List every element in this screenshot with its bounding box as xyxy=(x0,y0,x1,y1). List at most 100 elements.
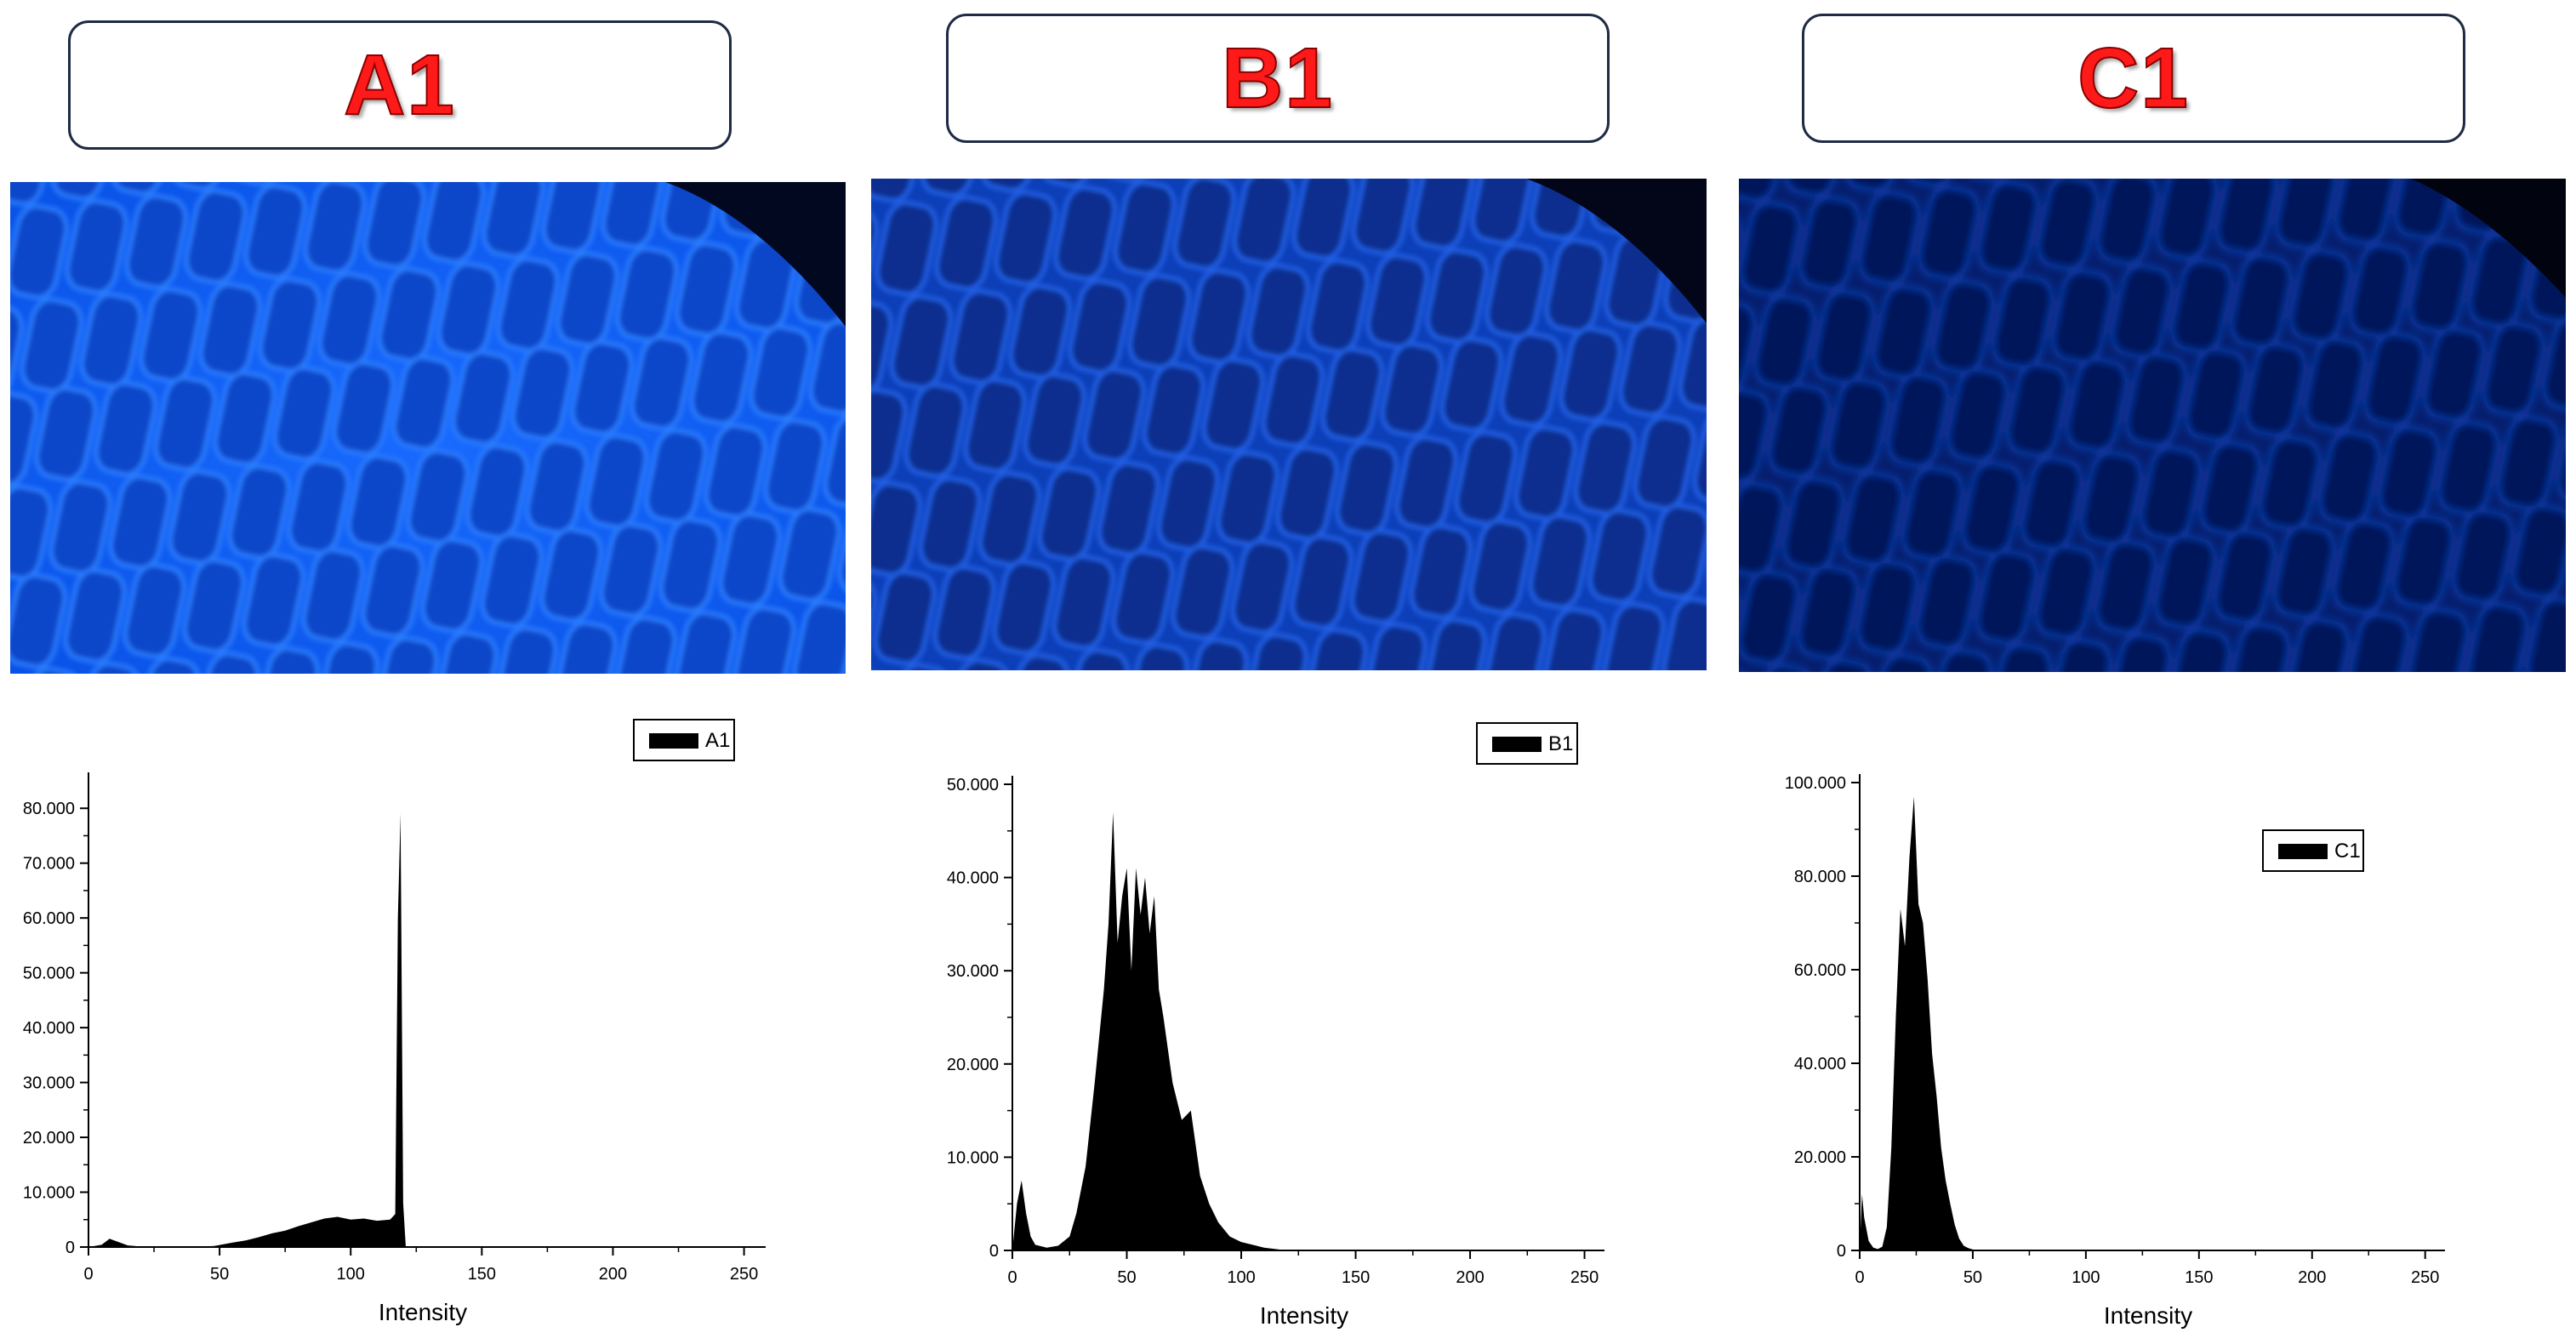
cell-shape xyxy=(123,562,186,659)
cell-shape xyxy=(48,479,112,576)
cell-shape xyxy=(889,293,953,390)
cell-shape xyxy=(1365,253,1429,350)
cell-shape xyxy=(1439,336,1503,433)
cell-shape xyxy=(494,625,558,674)
y-tick-label: 100.000 xyxy=(1785,774,1846,793)
x-tick-label: 250 xyxy=(730,1265,758,1284)
cell-shape xyxy=(2110,263,2174,360)
cell-shape xyxy=(1423,617,1487,670)
cell-shape xyxy=(1812,288,1876,385)
cell-shape xyxy=(346,453,410,550)
cell-shape xyxy=(510,345,574,441)
y-tick-label: 40.000 xyxy=(1794,1055,1846,1073)
panel-title-b1: B1 xyxy=(1221,30,1334,127)
cell-shape xyxy=(1425,248,1489,345)
cell-shape xyxy=(963,377,1027,474)
cell-shape xyxy=(1380,341,1444,438)
x-tick-label: 150 xyxy=(1342,1268,1370,1287)
cell-shape xyxy=(1870,652,1934,672)
cell-shape xyxy=(934,195,998,292)
cell-shape xyxy=(50,182,114,202)
cell-shape xyxy=(139,287,202,384)
cell-shape xyxy=(1528,513,1592,610)
cell-shape xyxy=(10,182,54,207)
cell-shape xyxy=(1230,538,1294,635)
cell-shape xyxy=(1291,179,1355,261)
cell-shape xyxy=(391,355,455,452)
cell-shape xyxy=(2451,508,2515,605)
cell-shape xyxy=(918,476,982,572)
cell-shape xyxy=(1739,569,1800,666)
cell-shape xyxy=(1349,528,1413,625)
cell-shape xyxy=(65,198,128,295)
cell-shape xyxy=(1975,549,2038,646)
cell-shape xyxy=(1739,299,1757,396)
cell-shape xyxy=(18,666,82,674)
cell-shape xyxy=(465,443,529,540)
cell-shape xyxy=(2213,528,2277,625)
cell-shape xyxy=(1246,263,1310,360)
cell-shape xyxy=(1841,470,1905,567)
cell-shape xyxy=(1335,440,1399,537)
cell-shape xyxy=(213,370,276,467)
cell-shape xyxy=(1739,387,1771,484)
cell-shape xyxy=(2348,242,2412,339)
cell-shape xyxy=(451,350,515,447)
cell-shape xyxy=(1886,372,1950,469)
cell-shape xyxy=(1751,663,1815,672)
cell-shape xyxy=(2227,622,2291,672)
cell-shape xyxy=(362,182,426,270)
cell-shape xyxy=(420,537,484,634)
cell-shape xyxy=(1039,179,1103,188)
cell-shape xyxy=(673,610,737,674)
y-tick-label: 30.000 xyxy=(23,1074,75,1093)
panel-title-box-b1: B1 xyxy=(946,14,1610,143)
cell-shape xyxy=(1796,564,1860,661)
cell-shape xyxy=(1692,409,1707,506)
cell-shape xyxy=(1513,424,1577,521)
cell-shape xyxy=(2094,538,2157,635)
cell-shape xyxy=(168,469,231,566)
cell-shape xyxy=(1929,647,1993,672)
y-tick-label: 80.000 xyxy=(1794,868,1846,886)
cell-shape xyxy=(287,458,350,555)
x-tick-label: 100 xyxy=(2072,1268,2100,1287)
cell-shape xyxy=(2346,612,2410,672)
x-tick-label: 50 xyxy=(210,1265,229,1284)
cell-shape xyxy=(778,506,841,603)
cell-shape xyxy=(256,646,320,674)
cell-shape xyxy=(2525,596,2566,672)
cell-shape xyxy=(2050,268,2114,365)
y-tick-label: 10.000 xyxy=(947,1148,999,1167)
cell-shape xyxy=(1485,242,1548,339)
cell-shape xyxy=(2317,430,2381,527)
x-tick-label: 0 xyxy=(1007,1268,1017,1287)
cell-shape xyxy=(1483,612,1547,670)
cell-shape xyxy=(1172,179,1236,271)
cell-shape xyxy=(2020,455,2083,552)
cell-shape xyxy=(2079,450,2143,547)
cell-shape xyxy=(704,423,767,520)
cell-shape xyxy=(2095,179,2159,266)
y-tick-label: 20.000 xyxy=(23,1129,75,1148)
cell-shape xyxy=(10,390,38,487)
micrograph-a1 xyxy=(10,182,846,674)
x-tick-label: 200 xyxy=(2298,1268,2326,1287)
cell-shape xyxy=(1872,283,1935,380)
cell-shape xyxy=(2153,533,2217,630)
cell-shape xyxy=(10,484,53,581)
cell-shape xyxy=(871,481,922,578)
cell-shape xyxy=(2198,440,2262,537)
cell-shape xyxy=(1739,200,1802,297)
cell-shape xyxy=(1618,321,1682,418)
cell-shape xyxy=(377,266,441,363)
cell-shape xyxy=(749,324,812,421)
cell-shape xyxy=(1542,607,1606,670)
cell-shape xyxy=(1915,554,1979,651)
cell-shape xyxy=(992,559,1056,656)
cell-shape xyxy=(1989,642,2053,672)
cell-shape xyxy=(2229,253,2293,350)
cell-shape xyxy=(79,292,143,389)
cell-shape xyxy=(1185,637,1249,670)
x-tick-label: 150 xyxy=(2185,1268,2213,1287)
